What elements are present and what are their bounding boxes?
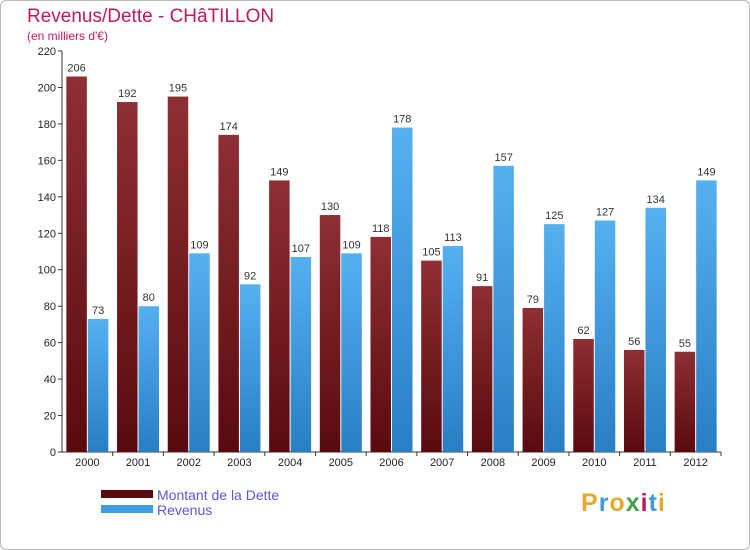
bar-debt	[421, 260, 442, 452]
bar-revenus	[696, 180, 717, 452]
bar-revenus	[290, 256, 312, 452]
data-label-revenus: 107	[292, 243, 310, 255]
logo-letter: t	[648, 489, 658, 517]
bar-debt	[370, 236, 391, 452]
y-tick-label: 120	[38, 228, 56, 240]
data-label-revenus: 109	[342, 239, 360, 251]
data-label-debt: 195	[169, 83, 187, 95]
y-tick-label: 180	[38, 119, 56, 131]
bar-debt	[269, 180, 290, 452]
x-tick-label: 2005	[329, 457, 353, 469]
data-label-revenus: 109	[190, 239, 208, 251]
bar-revenus	[645, 207, 666, 452]
legend-swatch-debt	[101, 490, 153, 498]
bar-revenus	[442, 246, 464, 452]
x-tick-label: 2011	[633, 457, 657, 469]
data-label-debt: 174	[219, 121, 237, 133]
x-tick-label: 2003	[227, 457, 251, 469]
bar-revenus	[341, 253, 362, 452]
bar-revenus	[594, 220, 616, 452]
x-tick-label: 2008	[481, 457, 505, 469]
y-tick-label: 100	[38, 265, 56, 277]
bar-debt	[623, 349, 645, 452]
logo-letter: i	[657, 489, 666, 517]
legend-swatch-revenus	[101, 505, 153, 513]
data-label-debt: 91	[476, 272, 488, 284]
legend-label-revenus: Revenus	[157, 502, 213, 518]
bar-revenus	[392, 127, 413, 453]
bar-revenus	[189, 253, 210, 452]
x-tick-label: 2000	[75, 457, 99, 469]
bar-debt	[674, 351, 696, 452]
x-tick-label: 2002	[176, 457, 200, 469]
data-label-revenus: 125	[545, 210, 563, 222]
y-tick-label: 160	[38, 155, 56, 167]
data-label-debt: 118	[372, 223, 390, 235]
data-label-revenus: 73	[92, 305, 104, 317]
data-label-debt: 192	[118, 88, 136, 100]
bar-debt	[218, 134, 239, 452]
y-tick-label: 220	[38, 46, 56, 58]
data-label-debt: 56	[628, 336, 640, 348]
data-labels: 206 192 195 174 149 130 118 105 91 79 62 56 55 73 80 10…	[67, 63, 715, 350]
chart-subtitle: (en milliers d'€)	[27, 29, 108, 43]
bar-debt	[471, 286, 493, 452]
data-label-debt: 130	[321, 201, 339, 213]
data-label-revenus: 178	[393, 114, 411, 126]
bar-chart: 0 20 40 60 80 100 120 140 160 180 200 220 2000 2001 20…	[38, 46, 722, 469]
bar-debt	[117, 102, 138, 452]
bar-revenus	[87, 318, 109, 452]
data-label-debt: 79	[527, 294, 539, 306]
y-tick-label: 80	[44, 301, 56, 313]
data-label-revenus: 134	[647, 194, 665, 206]
bar-debt	[522, 308, 544, 452]
logo-letter: i	[640, 489, 649, 517]
data-label-revenus: 149	[697, 166, 715, 178]
data-label-revenus: 80	[143, 292, 155, 304]
data-label-debt: 149	[270, 166, 288, 178]
y-tick-label: 200	[38, 82, 56, 94]
x-tick-label: 2007	[430, 457, 454, 469]
y-tick-label: 60	[44, 338, 56, 350]
bar-revenus	[493, 165, 514, 452]
logo-letter: o	[609, 489, 626, 517]
bar-revenus	[138, 306, 160, 452]
data-label-debt: 206	[67, 63, 85, 75]
bar-debt	[319, 215, 341, 452]
data-label-revenus: 157	[494, 152, 512, 164]
x-tick-label: 2010	[582, 457, 606, 469]
x-tick-label: 2006	[379, 457, 403, 469]
bar-revenus	[544, 224, 565, 452]
logo-letter: P	[581, 489, 599, 517]
x-tick-label: 2004	[278, 457, 302, 469]
x-tick-label: 2012	[683, 457, 707, 469]
bar-debt	[66, 76, 87, 452]
bar-debt	[167, 96, 189, 453]
y-tick-label: 0	[50, 447, 56, 459]
data-label-debt: 62	[577, 325, 589, 337]
data-label-revenus: 113	[444, 232, 462, 244]
data-label-debt: 55	[679, 338, 691, 350]
chart-title: Revenus/Dette - CHâTILLON	[27, 6, 275, 27]
x-tick-label: 2009	[531, 457, 555, 469]
logo-letter: r	[598, 489, 610, 517]
y-tick-label: 140	[38, 192, 56, 204]
legend-label-debt: Montant de la Dette	[157, 487, 280, 503]
data-label-debt: 105	[422, 247, 440, 259]
data-label-revenus: 127	[596, 207, 614, 219]
bar-revenus	[239, 284, 261, 452]
logo-letter: x	[625, 489, 641, 517]
bars	[66, 76, 717, 453]
bar-debt	[573, 338, 594, 452]
y-tick-label: 20	[44, 411, 56, 423]
y-tick-label: 40	[44, 374, 56, 386]
proxiti-logo: Proxiti	[581, 489, 666, 518]
data-label-revenus: 92	[244, 270, 256, 282]
x-tick-label: 2001	[126, 457, 150, 469]
